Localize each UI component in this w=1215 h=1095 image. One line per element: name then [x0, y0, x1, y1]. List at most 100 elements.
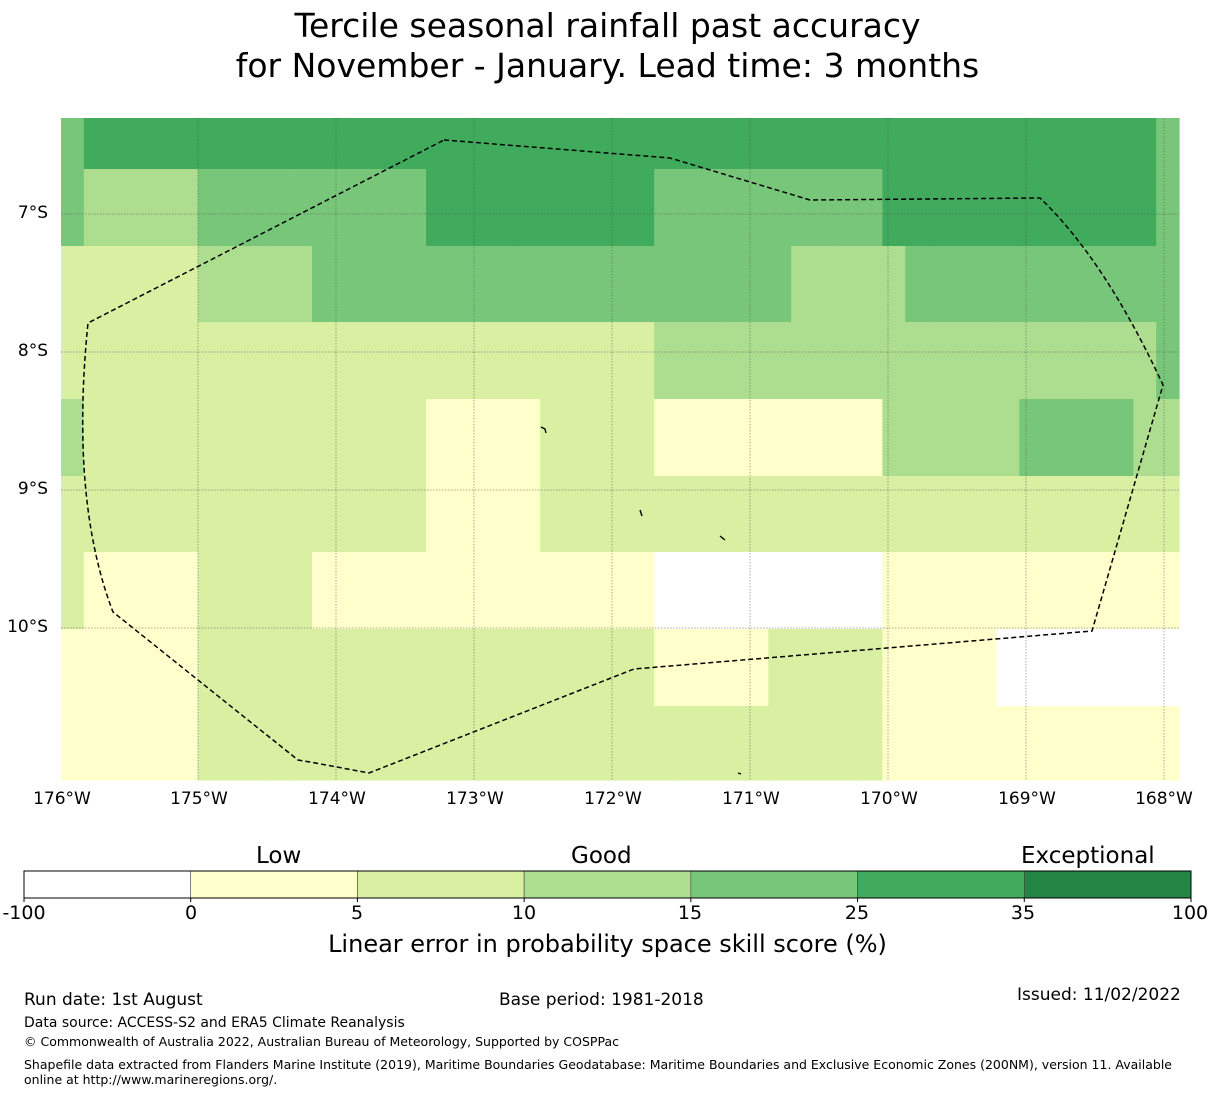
grid-cell [289, 169, 313, 247]
colorbar-segment [23, 870, 192, 899]
grid-cell [517, 322, 541, 400]
grid-cell [357, 476, 382, 553]
grid-cell [197, 476, 222, 553]
grid-cell [1064, 246, 1089, 323]
grid-cell [311, 552, 336, 630]
grid-cell [426, 118, 450, 170]
grid-cell [152, 706, 176, 781]
grid-cell [836, 322, 861, 400]
skill-grid [61, 118, 1180, 781]
grid-cell [722, 476, 747, 553]
grid-cell [106, 118, 131, 170]
grid-cell [813, 399, 838, 477]
grid-cell [152, 118, 176, 170]
grid-cell [494, 706, 518, 781]
eez-boundary-line [81, 139, 1164, 774]
colorbar-tick: 15 [677, 902, 703, 924]
grid-cell [494, 552, 518, 630]
island-small [737, 772, 742, 775]
grid-cell [608, 322, 633, 400]
grid-cell [973, 552, 998, 630]
grid-cell [106, 706, 131, 781]
grid-cell [745, 706, 769, 781]
grid-cell [859, 118, 883, 170]
grid-cell [1042, 322, 1066, 400]
grid-cell [1042, 246, 1066, 323]
grid-cell [471, 246, 496, 323]
grid-cell [1156, 629, 1180, 707]
grid-cell [517, 169, 541, 247]
grid-cell [950, 169, 975, 247]
grid-cell [677, 552, 701, 630]
grid-cell [631, 169, 655, 247]
grid-cell [61, 706, 85, 781]
grid-cell [357, 706, 382, 781]
grid-cell [197, 246, 222, 323]
grid-cell [722, 118, 747, 170]
grid-cell [813, 629, 838, 707]
grid-cell [677, 706, 701, 781]
grid-cell [448, 246, 473, 323]
grid-cell [699, 246, 724, 323]
grid-cell [631, 706, 655, 781]
colorbar-segment [190, 870, 358, 899]
grid-cell [266, 476, 290, 553]
grid-cell [1064, 169, 1089, 247]
grid-cell [585, 246, 610, 323]
grid-cell [129, 706, 153, 781]
grid-cell [950, 118, 975, 170]
grid-cell [768, 322, 792, 400]
grid-cell [859, 476, 883, 553]
grid-cell [220, 552, 245, 630]
grid-cell [791, 169, 815, 247]
run-date: Run date: 1st August [24, 990, 203, 1010]
grid-cell [289, 629, 313, 707]
grid-cell [175, 476, 199, 553]
title-line-1: Tercile seasonal rainfall past accuracy [294, 6, 921, 45]
grid-cell [494, 476, 518, 553]
grid-cell [106, 169, 131, 247]
grid-cell [585, 706, 610, 781]
grid-cell [83, 246, 108, 323]
grid-cell [517, 476, 541, 553]
grid-cell [334, 706, 359, 781]
grid-cell [311, 169, 336, 247]
grid-cell [197, 629, 222, 707]
grid-cell [175, 246, 199, 323]
grid-cell [928, 629, 952, 707]
grid-cell [562, 322, 587, 400]
grid-cell [129, 246, 153, 323]
grid-cell [494, 399, 518, 477]
grid-cell [882, 706, 906, 781]
colorbar-category-low: Low [256, 843, 302, 869]
grid-cell [722, 246, 747, 323]
grid-cell [836, 118, 861, 170]
grid-cell [175, 629, 199, 707]
grid-cell [220, 629, 245, 707]
grid-cell [585, 629, 610, 707]
grid-cell [562, 399, 587, 477]
grid-cell [1133, 322, 1157, 400]
grid-cell [859, 322, 883, 400]
grid-cell [631, 476, 655, 553]
grid-cell [699, 322, 724, 400]
grid-cell [1019, 399, 1043, 477]
grid-cell [334, 246, 359, 323]
grid-cell [517, 118, 541, 170]
grid-cell [403, 322, 427, 400]
grid-cell [1087, 552, 1112, 630]
grid-cell [129, 399, 153, 477]
grid-cell [266, 629, 290, 707]
island-tokelau-1 [639, 509, 643, 517]
grid-cell [129, 118, 153, 170]
grid-cell [722, 706, 747, 781]
grid-cell [403, 118, 427, 170]
grid-cell [768, 246, 792, 323]
grid-cell [175, 169, 199, 247]
grid-cell [791, 552, 815, 630]
grid-cell [562, 476, 587, 553]
grid-cell [289, 476, 313, 553]
grid-cell [1087, 399, 1112, 477]
grid-cell [699, 552, 724, 630]
grid-cell [448, 169, 473, 247]
